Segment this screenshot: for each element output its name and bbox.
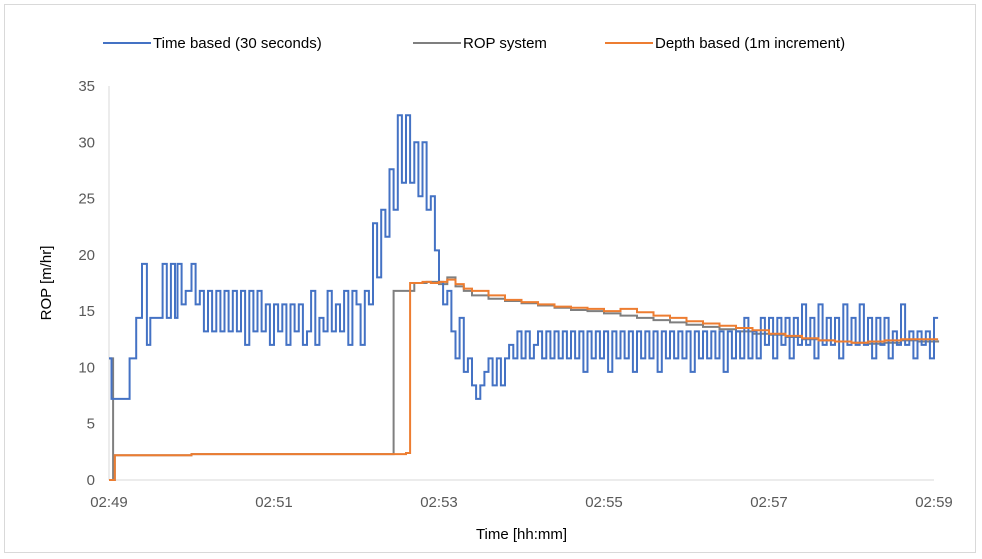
- x-tick-label: 02:57: [750, 494, 788, 511]
- y-axis-title: ROP [m/hr]: [38, 246, 55, 321]
- y-tick-label: 30: [78, 134, 95, 151]
- legend-rop-system-label: ROP system: [463, 35, 547, 52]
- y-tick-label: 35: [78, 78, 95, 95]
- x-tick-label: 02:53: [420, 494, 458, 511]
- x-tick-label: 02:51: [255, 494, 293, 511]
- x-tick-label: 02:55: [585, 494, 623, 511]
- x-tick-label: 02:49: [90, 494, 128, 511]
- legend-time-based-label: Time based (30 seconds): [153, 35, 322, 52]
- depth-based-series-line: [109, 278, 939, 481]
- time-based-series-line: [109, 114, 939, 400]
- rop-chart: 0 5 10 15 20 25 30 35 02:49 02:51 02:53 02:55 02:57 0…: [38, 35, 953, 543]
- y-tick-label: 5: [87, 416, 95, 433]
- x-axis-title: Time [hh:mm]: [476, 526, 567, 543]
- y-tick-label: 25: [78, 191, 95, 208]
- y-tick-label: 0: [87, 472, 95, 489]
- y-tick-label: 20: [78, 247, 95, 264]
- chart-frame: 0 5 10 15 20 25 30 35 02:49 02:51 02:53 02:55 02:57 0…: [4, 4, 976, 553]
- legend-depth-based-label: Depth based (1m increment): [655, 35, 845, 52]
- y-tick-label: 10: [78, 359, 95, 376]
- y-tick-label: 15: [78, 303, 95, 320]
- x-tick-label: 02:59: [915, 494, 953, 511]
